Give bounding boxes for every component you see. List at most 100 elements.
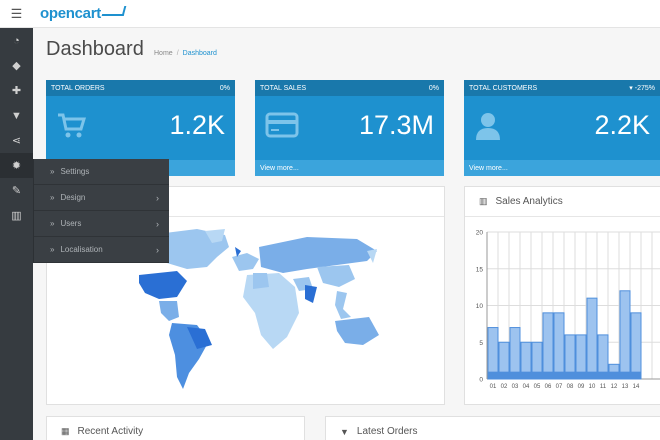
menu-item-design[interactable]: » Design › xyxy=(34,185,169,211)
breadcrumb-separator: / xyxy=(176,50,179,57)
bar-series-2 xyxy=(609,371,619,379)
latest-orders-panel: ▼ Latest Orders xyxy=(325,416,660,440)
x-tick-label: 12 xyxy=(611,384,618,390)
tile-percent: ▾ -275% xyxy=(629,84,655,92)
bar-series-2 xyxy=(598,371,608,379)
cart-logo-icon xyxy=(101,6,127,16)
tile-percent: 0% xyxy=(428,84,439,92)
menu-item-label: Design xyxy=(60,193,86,202)
y-tick-label: 0 xyxy=(479,377,483,384)
tile-total-customers: TOTAL CUSTOMERS ▾ -275% 2.2K View more... xyxy=(464,80,660,176)
bar-series-2 xyxy=(510,371,520,379)
tile-percent: 0% xyxy=(219,84,230,92)
panel-heading xyxy=(47,187,444,217)
bar-series-2 xyxy=(521,371,531,379)
bar-chart-icon: ▥ xyxy=(479,196,488,206)
dashboard-icon[interactable]: ◔ xyxy=(13,34,20,47)
menu-item-label: Users xyxy=(60,219,82,228)
bar-series-1 xyxy=(630,312,642,380)
share-icon[interactable]: ⋖ xyxy=(11,135,22,147)
bar-series-1 xyxy=(553,312,565,380)
tile-value: 17.3M xyxy=(358,110,434,140)
recent-activity-panel: ▦ Recent Activity xyxy=(46,416,305,440)
x-tick-label: 03 xyxy=(512,384,519,390)
x-tick-label: 01 xyxy=(490,384,497,390)
x-tick-label: 02 xyxy=(501,384,508,390)
menu-toggle-icon[interactable]: ☰ xyxy=(10,6,23,21)
bar-series-1 xyxy=(542,312,554,380)
shopping-cart-icon xyxy=(58,113,86,138)
bar-series-1 xyxy=(487,327,499,380)
tile-value: 2.2K xyxy=(594,110,650,140)
sales-analytics-panel: ▥ Sales Analytics 0 5 10 15 20 01 02 03 04 05 06 07 0… xyxy=(464,186,660,405)
breadcrumb-home[interactable]: Home xyxy=(154,50,173,57)
y-tick-label: 10 xyxy=(476,303,484,310)
gear-icon[interactable]: ✹ xyxy=(0,153,33,178)
world-map-panel xyxy=(46,186,445,405)
panel-heading: ▦ Recent Activity xyxy=(47,417,304,440)
bar-series-2 xyxy=(499,371,509,379)
menu-item-users[interactable]: » Users › xyxy=(34,211,169,237)
x-tick-label: 11 xyxy=(600,384,607,390)
tag-icon[interactable]: ◆ xyxy=(12,60,21,72)
shopping-cart-icon: ▼ xyxy=(340,426,349,437)
bar-series-2 xyxy=(631,371,641,379)
x-tick-label: 06 xyxy=(545,384,552,390)
bar-series-1 xyxy=(586,297,598,380)
x-tick-label: 05 xyxy=(534,384,541,390)
tile-label: TOTAL SALES xyxy=(260,84,307,92)
page-title: Dashboard xyxy=(46,38,144,60)
puzzle-icon[interactable]: ✚ xyxy=(11,85,22,97)
caret-down-icon: ▾ xyxy=(629,85,635,92)
double-chevron-icon: » xyxy=(50,193,55,202)
brand-logo[interactable]: opencart xyxy=(40,5,127,22)
tile-label: TOTAL CUSTOMERS xyxy=(469,84,538,92)
y-tick-label: 5 xyxy=(479,340,483,347)
x-tick-label: 09 xyxy=(578,384,585,390)
tile-value: 1.2K xyxy=(169,110,225,140)
double-chevron-icon: » xyxy=(50,167,55,176)
x-tick-label: 13 xyxy=(622,384,629,390)
chevron-right-icon: › xyxy=(156,244,159,255)
double-chevron-icon: » xyxy=(50,219,55,228)
credit-card-icon xyxy=(265,112,299,138)
x-tick-label: 08 xyxy=(567,384,574,390)
menu-item-settings[interactable]: » Settings xyxy=(34,159,169,185)
y-tick-label: 20 xyxy=(476,230,484,237)
cart-icon[interactable]: ▼ xyxy=(11,109,22,122)
panel-title: Recent Activity xyxy=(77,426,144,437)
chevron-right-icon: › xyxy=(156,192,159,203)
y-tick-label: 15 xyxy=(476,266,484,273)
bar-series-2 xyxy=(554,371,564,379)
tile-label: TOTAL ORDERS xyxy=(51,84,105,92)
user-icon xyxy=(476,113,500,140)
view-more-link[interactable]: View more... xyxy=(464,160,660,176)
bar-series-2 xyxy=(576,371,586,379)
breadcrumb-current[interactable]: Dashboard xyxy=(182,50,217,57)
panel-title: Latest Orders xyxy=(356,426,418,437)
panel-heading: ▥ Sales Analytics xyxy=(465,187,660,217)
tile-percent-value: -275% xyxy=(634,85,655,92)
brand-name: opencart xyxy=(40,5,101,22)
bar-series-2 xyxy=(532,371,542,379)
bar-series-2 xyxy=(543,371,553,379)
bar-series-2 xyxy=(620,371,630,379)
bar-chart-icon[interactable]: ▥ xyxy=(11,210,22,222)
menu-item-localisation[interactable]: » Localisation › xyxy=(34,237,169,263)
bar-series-1 xyxy=(509,327,521,380)
x-tick-label: 10 xyxy=(589,384,596,390)
double-chevron-icon: » xyxy=(50,245,55,254)
sidebar: ◔ ◆ ✚ ▼ ⋖ ✹ ✎ ▥ xyxy=(0,28,33,440)
top-bar: ☰ opencart xyxy=(0,0,660,28)
bar-series-1 xyxy=(619,290,631,380)
bar-series-2 xyxy=(587,371,597,379)
view-more-link[interactable]: View more... xyxy=(255,160,444,176)
x-tick-label: 07 xyxy=(556,384,563,390)
calendar-icon: ▦ xyxy=(61,426,70,436)
panel-title: Sales Analytics xyxy=(495,196,563,207)
panel-heading: ▼ Latest Orders xyxy=(326,417,660,440)
x-tick-label: 04 xyxy=(523,384,530,390)
wrench-icon[interactable]: ✎ xyxy=(11,185,22,197)
bar-series-2 xyxy=(488,371,498,379)
